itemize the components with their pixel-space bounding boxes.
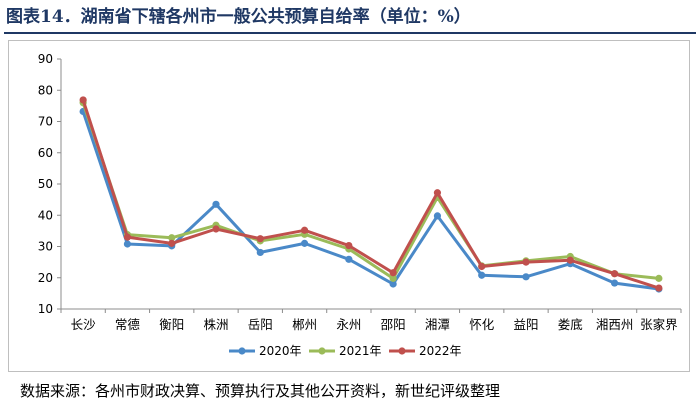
data-point	[566, 256, 574, 264]
x-tick-label: 郴州	[292, 317, 317, 332]
legend-label: 2020年	[259, 344, 302, 358]
data-point	[478, 262, 486, 271]
y-tick-label: 90	[38, 52, 53, 66]
data-point	[610, 270, 619, 278]
x-tick-label: 衡阳	[159, 317, 184, 332]
data-point	[256, 235, 264, 243]
legend-marker	[318, 347, 326, 355]
series-line-1	[81, 110, 661, 291]
data-point	[79, 96, 87, 104]
y-tick-label: 70	[38, 115, 53, 129]
data-point	[433, 189, 442, 197]
data-point	[168, 239, 176, 247]
y-tick-label: 20	[38, 271, 53, 285]
y-tick-label: 40	[38, 208, 53, 222]
x-tick-label: 湘西州	[596, 317, 634, 332]
data-point	[655, 274, 663, 282]
x-tick-label: 娄底	[558, 317, 583, 332]
data-point	[212, 225, 220, 233]
x-tick-label: 岳阳	[248, 317, 273, 332]
data-point	[610, 279, 619, 287]
data-point	[522, 273, 530, 281]
y-tick-label: 80	[38, 83, 53, 97]
x-tick-label: 张家界	[640, 317, 678, 332]
data-point	[212, 200, 220, 208]
series-line-2	[81, 101, 661, 280]
x-tick-label: 邵阳	[381, 317, 406, 332]
data-point	[300, 239, 309, 247]
series-line-3	[81, 98, 661, 290]
x-tick-label: 益阳	[513, 317, 538, 332]
data-point	[478, 271, 486, 279]
data-point	[655, 284, 663, 292]
x-tick-label: 湘潭	[425, 317, 450, 332]
x-tick-label: 常德	[115, 317, 141, 332]
data-point	[345, 255, 353, 263]
data-point	[389, 280, 397, 288]
figure-title: 图表14．湖南省下辖各州市一般公共预算自给率（单位：%）	[6, 7, 471, 27]
y-tick-label: 10	[38, 302, 53, 316]
x-tick-label: 长沙	[71, 317, 97, 332]
data-point	[123, 233, 132, 241]
data-point	[389, 269, 397, 277]
data-source-note: 数据来源：各州市财政决算、预算执行及其他公开资料，新世纪评级整理	[20, 382, 501, 400]
legend-label: 2022年	[419, 344, 462, 358]
data-point	[256, 248, 264, 257]
x-tick-label: 永州	[336, 317, 361, 332]
data-point	[433, 212, 442, 220]
data-point	[300, 226, 309, 234]
line-chart: 10 20 30 40 50 60 70 80 90 长沙 常德 衡阳 株洲 岳阳 郴州 永州 邵阳 湘潭 怀化 益阳…	[38, 52, 682, 358]
data-point	[389, 274, 397, 282]
data-point	[522, 258, 530, 266]
legend-marker	[238, 347, 246, 355]
x-tick-label: 株洲	[203, 317, 228, 332]
x-tick-label: 怀化	[469, 317, 495, 332]
legend-label: 2021年	[339, 344, 382, 358]
chart-frame: 10 20 30 40 50 60 70 80 90 长沙 常德 衡阳 株洲 岳阳 郴州 永州 邵阳 湘潭 怀化 益阳…	[8, 40, 690, 372]
y-tick-label: 30	[38, 240, 53, 254]
data-point	[345, 241, 353, 250]
legend-marker	[398, 347, 406, 355]
y-tick-label: 50	[38, 177, 53, 191]
data-point	[123, 240, 132, 248]
data-point	[168, 234, 176, 242]
title-divider	[4, 32, 696, 34]
y-tick-label: 60	[38, 146, 53, 160]
